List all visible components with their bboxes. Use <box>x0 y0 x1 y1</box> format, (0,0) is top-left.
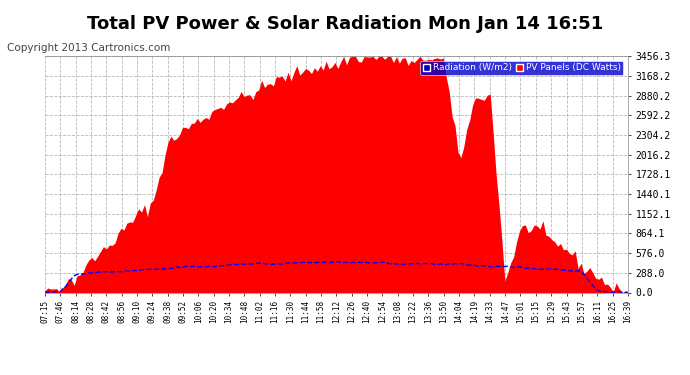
Legend: Radiation (W/m2), PV Panels (DC Watts): Radiation (W/m2), PV Panels (DC Watts) <box>420 61 623 75</box>
Text: Copyright 2013 Cartronics.com: Copyright 2013 Cartronics.com <box>7 43 170 53</box>
Text: Total PV Power & Solar Radiation Mon Jan 14 16:51: Total PV Power & Solar Radiation Mon Jan… <box>87 15 603 33</box>
